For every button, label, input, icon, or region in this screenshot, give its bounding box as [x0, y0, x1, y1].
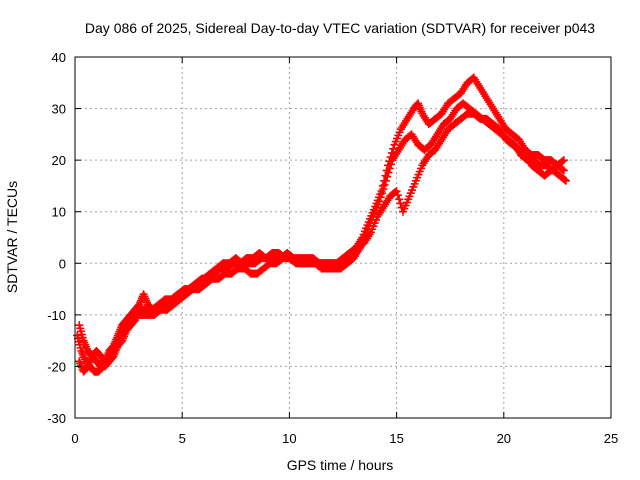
data-points — [73, 73, 570, 376]
data-point-interp — [387, 160, 396, 169]
data-point-interp — [379, 185, 388, 194]
y-tick-label: -20 — [47, 359, 66, 374]
data-point-interp — [384, 168, 393, 177]
y-axis-title: SDTVAR / TECUs — [4, 181, 20, 293]
data-point-interp — [380, 180, 389, 189]
data-point-interp — [393, 191, 402, 200]
y-tick-label: -10 — [47, 308, 66, 323]
plot-frame — [74, 56, 612, 419]
y-tick-label: 10 — [52, 205, 66, 220]
data-point-interp — [558, 165, 567, 174]
y-tick-label: 40 — [52, 50, 66, 65]
x-tick-label: 10 — [282, 431, 296, 446]
data-point — [559, 156, 568, 165]
data-point-interp — [376, 193, 385, 202]
data-point-interp — [395, 195, 404, 204]
data-point-interp — [558, 157, 567, 166]
data-point-interp — [383, 172, 392, 181]
data-point — [381, 176, 390, 185]
data-point-interp — [378, 189, 387, 198]
data-point-interp — [385, 164, 394, 173]
series-2 — [73, 99, 570, 376]
data-point — [561, 176, 570, 185]
data-point — [559, 166, 568, 175]
series-1 — [75, 73, 568, 371]
chart-title: Day 086 of 2025, Sidereal Day-to-day VTE… — [85, 20, 595, 36]
axis-ticks — [74, 56, 612, 419]
y-tick-label: 20 — [52, 153, 66, 168]
x-tick-label: 20 — [497, 431, 511, 446]
tick-labels: 0 5 10 15 20 25 -30 -20 -10 0 10 20 30 40 — [47, 50, 618, 446]
y-tick-label: 30 — [52, 102, 66, 117]
x-axis-title: GPS time / hours — [287, 457, 394, 473]
data-point-interp — [560, 175, 569, 184]
data-point — [392, 187, 401, 196]
x-tick-label: 15 — [389, 431, 403, 446]
x-tick-label: 25 — [604, 431, 618, 446]
grid-lines — [75, 57, 611, 418]
x-tick-label: 5 — [179, 431, 186, 446]
y-tick-label: -30 — [47, 411, 66, 426]
data-point — [375, 197, 384, 206]
data-point-interp — [396, 199, 405, 208]
data-point-interp — [389, 144, 398, 153]
x-tick-label: 0 — [71, 431, 78, 446]
series-3 — [75, 109, 568, 376]
y-tick-label: 0 — [59, 256, 66, 271]
